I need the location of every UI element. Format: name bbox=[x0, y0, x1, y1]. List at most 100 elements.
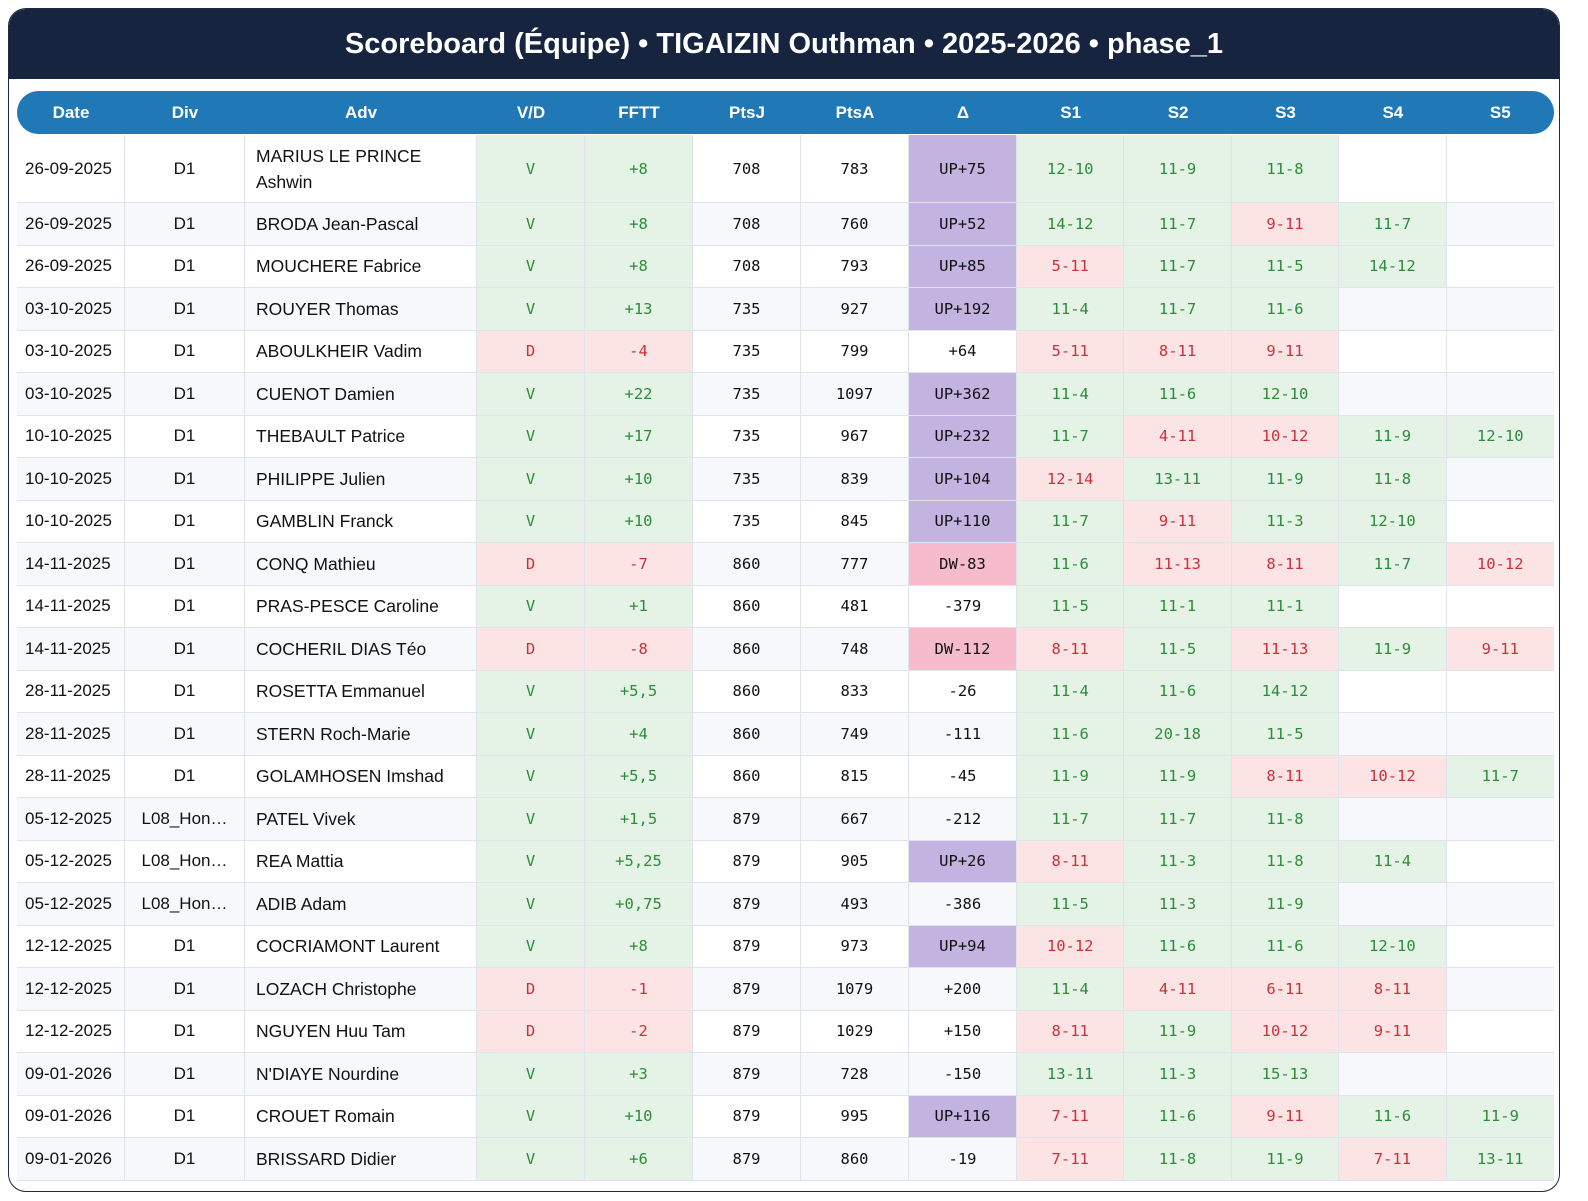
table-row[interactable]: 03-10-2025 D1 ABOULKHEIR Vadim D -4 735 799 +64… bbox=[17, 330, 1554, 373]
div-label: D1 bbox=[173, 978, 196, 998]
delta-cell: DW-112 bbox=[909, 628, 1017, 670]
table-body: 26-09-2025 D1 MARIUS LE PRINCE Ashwin V +8 70… bbox=[17, 135, 1554, 1181]
set-score-cell: 11-7 bbox=[1339, 203, 1447, 245]
column-header[interactable]: Δ bbox=[956, 102, 970, 122]
table-row[interactable]: 28-11-2025 D1 STERN Roch-Marie V +4 860 749 -11… bbox=[17, 713, 1554, 756]
set-score-cell bbox=[1447, 586, 1554, 628]
column-header[interactable]: FFTT bbox=[618, 102, 660, 122]
set-score-cell bbox=[1339, 713, 1447, 755]
div-cell: D1 bbox=[125, 135, 245, 202]
set-score-cell: 11-6 bbox=[1017, 713, 1125, 755]
set-score-cell: 11-4 bbox=[1017, 968, 1125, 1010]
table-row[interactable]: 14-11-2025 D1 PRAS-PESCE Caroline V +1 860 481… bbox=[17, 585, 1554, 628]
column-header[interactable]: V/D bbox=[516, 102, 546, 122]
set-score-cell: 9-11 bbox=[1124, 500, 1232, 542]
column-header[interactable]: S4 bbox=[1382, 102, 1404, 122]
result-cell: D bbox=[477, 1010, 585, 1052]
player-points-cell: 860 bbox=[693, 628, 801, 670]
div-cell: D1 bbox=[125, 458, 245, 500]
set-score-cell bbox=[1447, 331, 1554, 373]
div-label: D1 bbox=[173, 256, 196, 276]
column-header[interactable]: S1 bbox=[1060, 102, 1082, 122]
opponent-cell: NGUYEN Huu Tam bbox=[245, 1010, 477, 1052]
table-row[interactable]: 03-10-2025 D1 CUENOT Damien V +22 735 1097 UP+3… bbox=[17, 373, 1554, 416]
set-score-cell: 11-3 bbox=[1124, 883, 1232, 925]
column-header[interactable]: PtsA bbox=[835, 102, 875, 122]
delta-cell: UP+52 bbox=[909, 203, 1017, 245]
date-cell: 14-11-2025 bbox=[17, 628, 125, 670]
column-header[interactable]: Date bbox=[52, 102, 90, 122]
table-row[interactable]: 03-10-2025 D1 ROUYER Thomas V +13 735 927 UP+19… bbox=[17, 288, 1554, 331]
div-cell: D1 bbox=[125, 585, 245, 627]
fftt-points-cell: -4 bbox=[585, 330, 693, 372]
date-cell: 14-11-2025 bbox=[17, 585, 125, 627]
set-score-cell: 11-7 bbox=[1124, 203, 1232, 245]
set-score-cell: 11-7 bbox=[1017, 500, 1125, 542]
opponent-cell: STERN Roch-Marie bbox=[245, 713, 477, 755]
div-cell: D1 bbox=[125, 415, 245, 457]
date-cell: 12-12-2025 bbox=[17, 1010, 125, 1052]
table-row[interactable]: 14-11-2025 D1 COCHERIL DIAS Téo D -8 860 748 DW… bbox=[17, 628, 1554, 671]
set-score-cell: 11-9 bbox=[1446, 1095, 1554, 1137]
div-cell: D1 bbox=[125, 713, 245, 755]
opponent-cell: MARIUS LE PRINCE Ashwin bbox=[245, 135, 477, 202]
player-points-cell: 735 bbox=[693, 415, 801, 457]
table-row[interactable]: 10-10-2025 D1 GAMBLIN Franck V +10 735 845 UP+1… bbox=[17, 500, 1554, 543]
table-row[interactable]: 14-11-2025 D1 CONQ Mathieu D -7 860 777 DW-83 11… bbox=[17, 543, 1554, 586]
delta-cell: UP+94 bbox=[909, 925, 1017, 967]
column-header[interactable]: Div bbox=[171, 102, 199, 122]
opponent-points-cell: 967 bbox=[801, 415, 909, 457]
table-row[interactable]: 10-10-2025 D1 PHILIPPE Julien V +10 735 839 UP+… bbox=[17, 458, 1554, 501]
delta-cell: -45 bbox=[909, 755, 1017, 797]
delta-cell: -19 bbox=[909, 1138, 1017, 1180]
table-row[interactable]: 26-09-2025 D1 BRODA Jean-Pascal V +8 708 760 UP… bbox=[17, 203, 1554, 246]
result-cell: V bbox=[477, 203, 585, 245]
delta-cell: UP+232 bbox=[909, 415, 1017, 457]
set-score-cell: 11-6 bbox=[1017, 543, 1125, 585]
table-row[interactable]: 12-12-2025 D1 NGUYEN Huu Tam D -2 879 1029 +150… bbox=[17, 1010, 1554, 1053]
result-cell: V bbox=[477, 925, 585, 967]
table-row[interactable]: 12-12-2025 D1 COCRIAMONT Laurent V +8 879 973 U… bbox=[17, 925, 1554, 968]
set-score-cell bbox=[1447, 501, 1554, 543]
opponent-points-cell: 927 bbox=[801, 288, 909, 330]
column-header[interactable]: S3 bbox=[1275, 102, 1296, 122]
div-label: D1 bbox=[173, 596, 196, 616]
fftt-points-cell: +4 bbox=[585, 713, 693, 755]
set-score-cell: 14-12 bbox=[1017, 203, 1125, 245]
table-row[interactable]: 05-12-2025 L08_Hon… ADIB Adam V +0,75 879 493-… bbox=[17, 883, 1554, 926]
fftt-points-cell: -2 bbox=[585, 1010, 693, 1052]
delta-cell: DW-83 bbox=[909, 543, 1017, 585]
table-row[interactable]: 09-01-2026 D1 CROUET Romain V +10 879 995 UP+11… bbox=[17, 1095, 1554, 1138]
set-score-cell: 11-3 bbox=[1124, 1053, 1232, 1095]
column-header[interactable]: S2 bbox=[1167, 102, 1189, 122]
result-cell: V bbox=[477, 755, 585, 797]
fftt-points-cell: +5,25 bbox=[585, 840, 693, 882]
table-row[interactable]: 10-10-2025 D1 THEBAULT Patrice V +17 735 967 UP… bbox=[17, 415, 1554, 458]
table-row[interactable]: 05-12-2025 L08_Hon… REA Mattia V +5,25 879 905… bbox=[17, 840, 1554, 883]
table-row[interactable]: 26-09-2025 D1 MARIUS LE PRINCE Ashwin V +8 70… bbox=[17, 135, 1554, 203]
table-row[interactable]: 28-11-2025 D1 ROSETTA Emmanuel V +5,5 860 833-… bbox=[17, 670, 1554, 713]
table-row[interactable]: 09-01-2026 D1 BRISSARD Didier V +6 879 860 -19 7… bbox=[17, 1138, 1554, 1181]
column-header[interactable]: S5 bbox=[1489, 102, 1511, 122]
column-header[interactable]: PtsJ bbox=[729, 102, 765, 122]
div-label: D1 bbox=[173, 766, 196, 786]
fftt-points-cell: -1 bbox=[585, 968, 693, 1010]
set-score-cell: 11-3 bbox=[1231, 500, 1340, 542]
delta-cell: +150 bbox=[909, 1010, 1017, 1052]
table-row[interactable]: 09-01-2026 D1 N'DIAYE Nourdine V +3 879 728 -15… bbox=[17, 1053, 1554, 1096]
result-cell: V bbox=[477, 500, 585, 542]
column-header[interactable]: Adv bbox=[344, 102, 378, 122]
opponent-cell: BRISSARD Didier bbox=[245, 1138, 477, 1180]
delta-cell: UP+26 bbox=[909, 840, 1017, 882]
table-row[interactable]: 12-12-2025 D1 LOZACH Christophe D -1 879 1079 +… bbox=[17, 968, 1554, 1011]
set-score-cell bbox=[1447, 288, 1554, 330]
table-row[interactable]: 28-11-2025 D1 GOLAMHOSEN Imshad V +5,5 860 815… bbox=[17, 755, 1554, 798]
div-label: D1 bbox=[173, 723, 196, 743]
opponent-cell: COCHERIL DIAS Téo bbox=[245, 628, 477, 670]
div-label: D1 bbox=[173, 1021, 196, 1041]
date-cell: 05-12-2025 bbox=[17, 798, 125, 840]
table-row[interactable]: 26-09-2025 D1 MOUCHERE Fabrice V +8 708 793 UP+… bbox=[17, 245, 1554, 288]
table-row[interactable]: 05-12-2025 L08_Hon… PATEL Vivek V +1,5 879 667… bbox=[17, 798, 1554, 841]
opponent-cell: PATEL Vivek bbox=[245, 798, 477, 840]
opponent-points-cell: 493 bbox=[801, 883, 909, 925]
